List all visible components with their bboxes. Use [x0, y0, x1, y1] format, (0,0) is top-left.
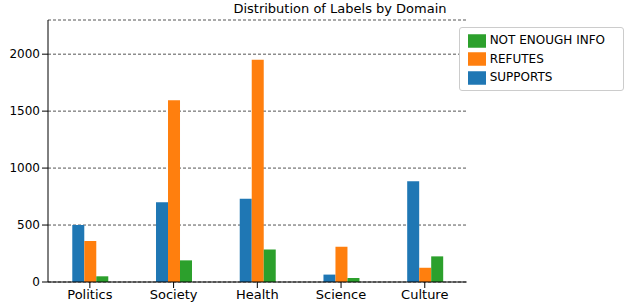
svg-text:Politics: Politics	[67, 287, 112, 302]
html-text:SUPPORTS: SUPPORTS	[489, 70, 553, 84]
svg-text:1000: 1000	[9, 161, 40, 175]
svg-text:Health: Health	[236, 287, 279, 302]
html-text:REFUTES: REFUTES	[489, 51, 544, 66]
svg-text:0: 0	[32, 275, 40, 289]
svg-text:Science: Science	[316, 287, 366, 302]
html-text:NOT ENOUGH INFO: NOT ENOUGH INFO	[489, 33, 605, 47]
html-text:Distribution of Labels by Doma: Distribution of Labels by Domain	[233, 1, 447, 16]
svg-text:1500: 1500	[9, 104, 40, 118]
svg-text:Society: Society	[150, 287, 198, 302]
svg-text:Culture: Culture	[401, 287, 448, 302]
svg-text:500: 500	[17, 218, 40, 232]
svg-text:2000: 2000	[9, 47, 40, 61]
